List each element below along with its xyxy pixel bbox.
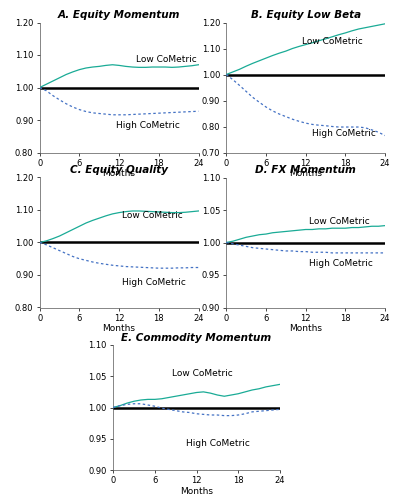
Text: Low CoMetric: Low CoMetric [136, 56, 197, 64]
Text: High CoMetric: High CoMetric [312, 128, 376, 138]
Text: Low CoMetric: Low CoMetric [303, 38, 363, 46]
Title: D. FX Momentum: D. FX Momentum [255, 166, 356, 175]
Text: High CoMetric: High CoMetric [122, 278, 186, 286]
X-axis label: Months: Months [289, 169, 322, 178]
X-axis label: Months: Months [289, 324, 322, 333]
Text: Low CoMetric: Low CoMetric [172, 368, 233, 378]
Title: E. Commodity Momentum: E. Commodity Momentum [121, 333, 272, 343]
Text: Low CoMetric: Low CoMetric [122, 212, 183, 220]
Title: B. Equity Low Beta: B. Equity Low Beta [251, 10, 361, 20]
X-axis label: Months: Months [180, 486, 213, 496]
Text: High CoMetric: High CoMetric [116, 122, 180, 130]
Title: C. Equity Quality: C. Equity Quality [70, 166, 168, 175]
Title: A. Equity Momentum: A. Equity Momentum [58, 10, 180, 20]
Text: High CoMetric: High CoMetric [309, 260, 373, 268]
Text: Low CoMetric: Low CoMetric [309, 216, 370, 226]
X-axis label: Months: Months [102, 169, 136, 178]
Text: High CoMetric: High CoMetric [186, 440, 250, 448]
X-axis label: Months: Months [102, 324, 136, 333]
